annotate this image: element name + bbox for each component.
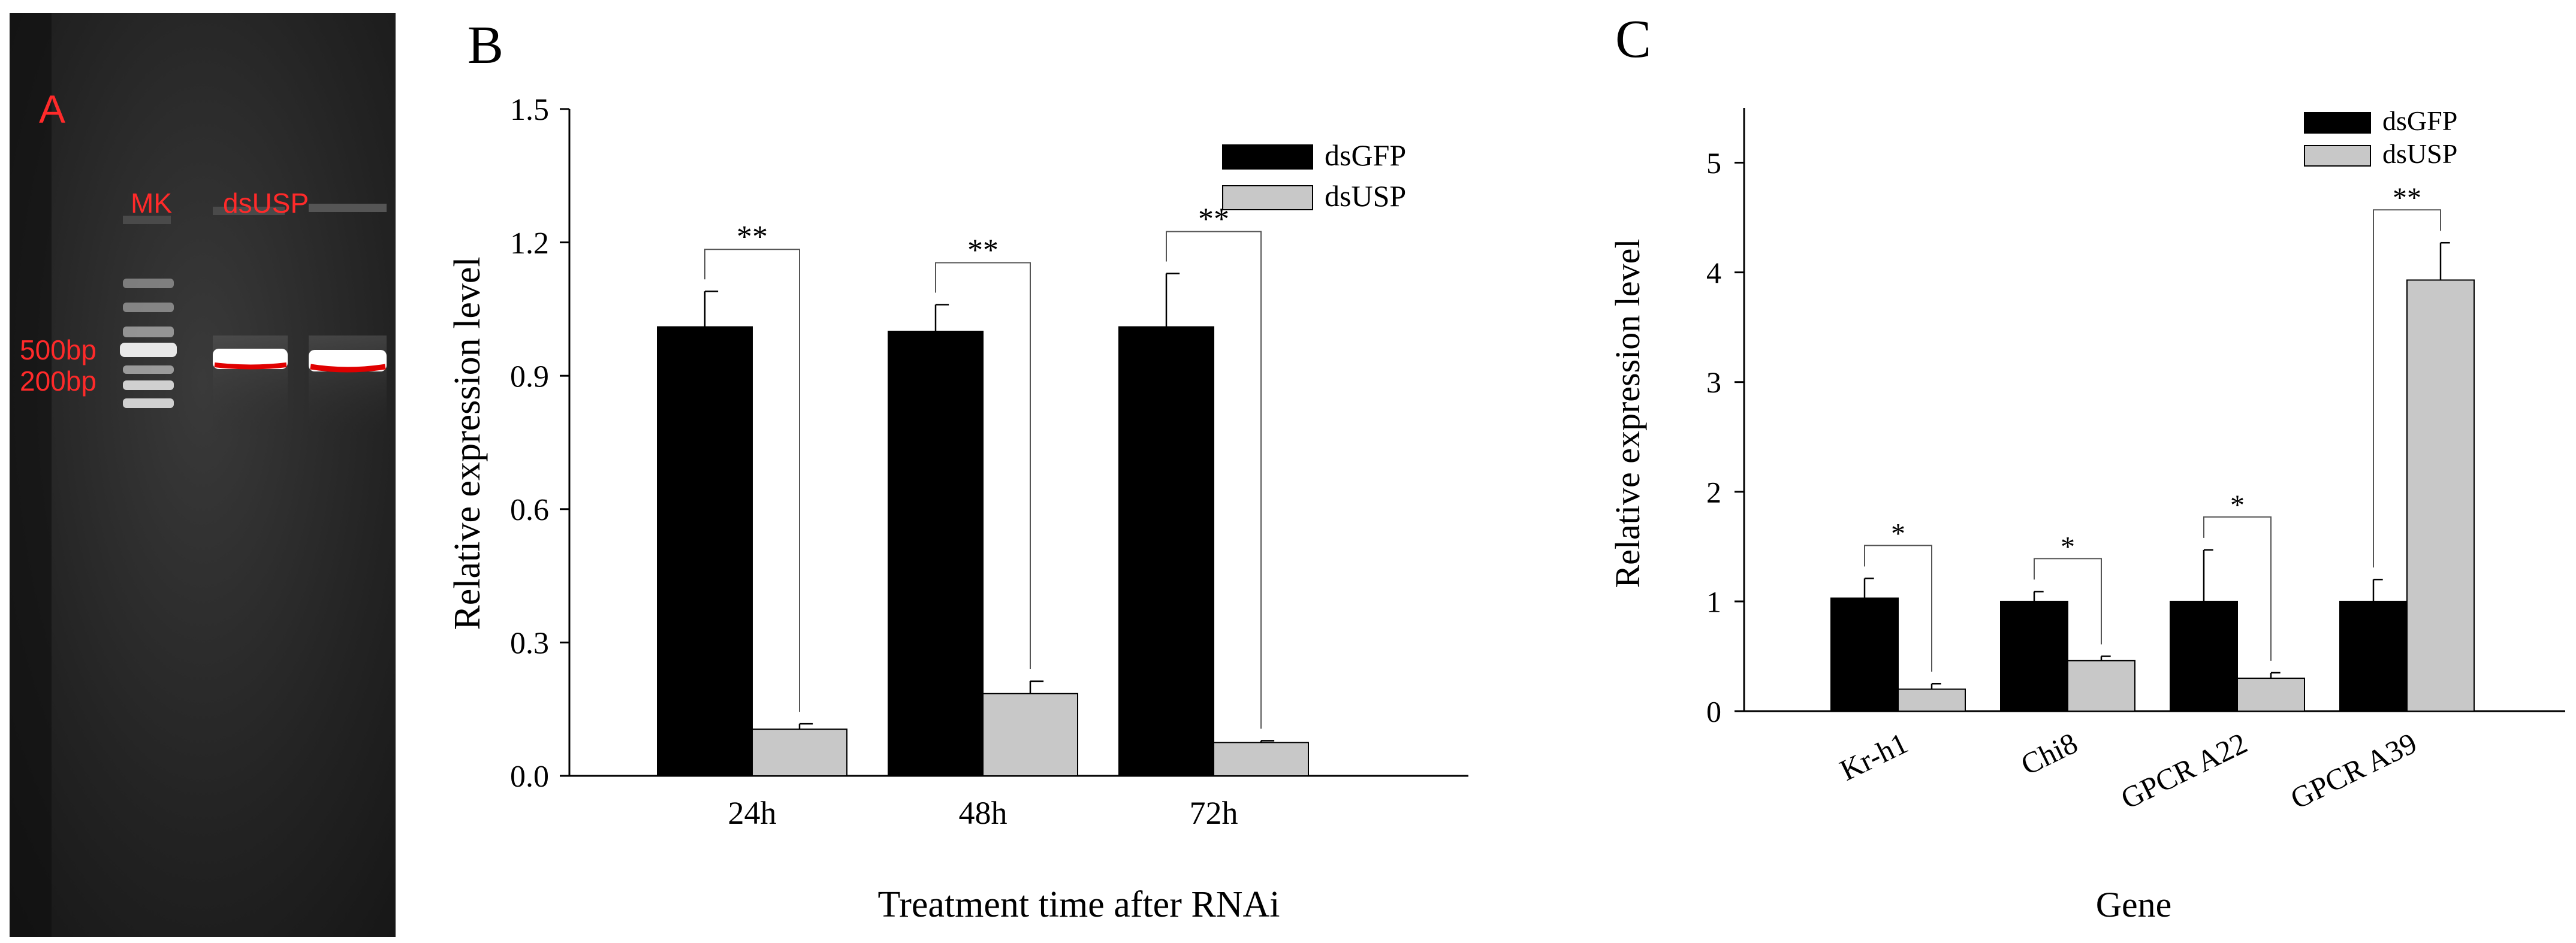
legend-swatch-dsusp [2304,145,2371,167]
legend-swatch-dsgfp [2304,112,2371,134]
y-tick-label: 0 [1706,695,1721,729]
y-tick-label: 0.9 [510,359,549,394]
significance-bracket [2034,558,2102,645]
significance-marker: ** [967,233,999,267]
x-tick-label: 24h [728,795,777,831]
legend-label-dsusp: dsUSP [2382,138,2457,169]
band-outline [310,364,386,373]
panel-c-label: C [1615,10,1651,69]
y-tick-label: 2 [1706,475,1721,509]
bar-dsusp-48h [982,693,1078,776]
size-label-200bp: 200bp [20,365,96,397]
chart-c-plot: 0 1 2 3 4 5 * Kr-h1 * Chi8 * GPCR A22 ** GPCR A39 Gene… [1608,105,2565,924]
band-outline [214,362,287,370]
gel-well [309,204,387,212]
bar-dsgfp-48h [888,331,984,776]
sample-band [309,350,387,371]
y-tick-label: 0.3 [510,627,549,661]
significance-marker: * [1891,518,1905,549]
bar-dsusp-24h [752,729,847,776]
bar-dsusp-kr-h1 [1898,688,1966,712]
legend-swatch-dsgfp [1222,144,1313,170]
bar-dsusp-72h [1213,742,1309,776]
y-tick-label: 4 [1706,256,1721,289]
bar-dsusp-gpcr-a22 [2237,678,2305,712]
x-axis-title: Treatment time after RNAi [878,884,1280,925]
x-tick-label: GPCR A22 [2116,726,2252,816]
lane-label-mk: MK [131,188,172,219]
significance-marker: ** [2393,182,2421,214]
bar-dsusp-chi8 [2067,660,2135,712]
bar-dsgfp-24h [657,326,753,776]
y-tick-label: 1 [1706,585,1721,618]
chart-b-plot: 0.00.30.60.91.21.5**24h**48h**72hTreatme… [447,93,1468,925]
marker-ladder [120,279,177,408]
significance-bracket [704,249,800,712]
gel-background [10,13,396,937]
x-tick-label: 48h [959,795,1008,831]
y-tick-label: 0.6 [510,493,549,527]
y-tick-label: 1.5 [510,93,549,127]
gel-left-edge [10,13,52,937]
y-axis-title: Relative expression level [1608,238,1647,588]
bar-dsgfp-gpcr-a39 [2339,600,2408,712]
lane-label-dsusp: dsUSP [223,188,309,219]
gel-well [213,207,285,215]
gel-well [123,216,171,224]
legend-label-dsusp: dsUSP [1325,179,1406,213]
significance-marker: ** [737,220,768,254]
x-tick-label: Chi8 [2016,726,2083,782]
y-tick-label: 3 [1706,365,1721,399]
significance-bracket [935,262,1031,669]
legend-swatch-dsusp [1222,185,1313,210]
significance-marker: * [2230,489,2245,521]
x-tick-label: GPCR A39 [2285,726,2422,816]
x-tick-label: Kr-h1 [1835,726,1913,787]
y-tick-label: 5 [1706,146,1721,180]
bar-dsusp-gpcr-a39 [2406,279,2475,712]
significance-bracket [1864,545,1932,672]
size-label-500bp: 500bp [20,334,96,365]
panel-c-chart: C 0 1 2 3 4 5 * Kr-h1 * Chi8 * GPCR A22 ** GPCR A39 Ge… [1608,10,2565,924]
significance-bracket [2203,516,2272,661]
legend-label-dsgfp: dsGFP [1325,138,1406,172]
bar-dsgfp-gpcr-a22 [2170,600,2238,712]
y-axis-title: Relative expression level [447,256,488,630]
significance-bracket [1166,231,1262,729]
panel-a-gel: A MK dsUSP 500bp 200bp [10,13,396,937]
legend-label-dsgfp: dsGFP [2382,105,2457,136]
y-tick-label: 0.0 [510,760,549,794]
panel-b-chart: B 0.00.30.60.91.21.5**24h**48h**72hTreat… [447,16,1468,925]
bar-dsgfp-chi8 [2000,600,2068,712]
panel-b-label: B [467,16,503,75]
bar-dsgfp-kr-h1 [1830,597,1899,712]
x-tick-label: 72h [1190,795,1238,831]
significance-bracket [2373,209,2441,568]
significance-marker: * [2061,531,2075,563]
bar-dsgfp-72h [1118,326,1214,776]
y-tick-label: 1.2 [510,226,549,261]
sample-band [213,349,288,369]
x-axis-title: Gene [2096,885,2172,924]
panel-a-label: A [39,87,65,131]
